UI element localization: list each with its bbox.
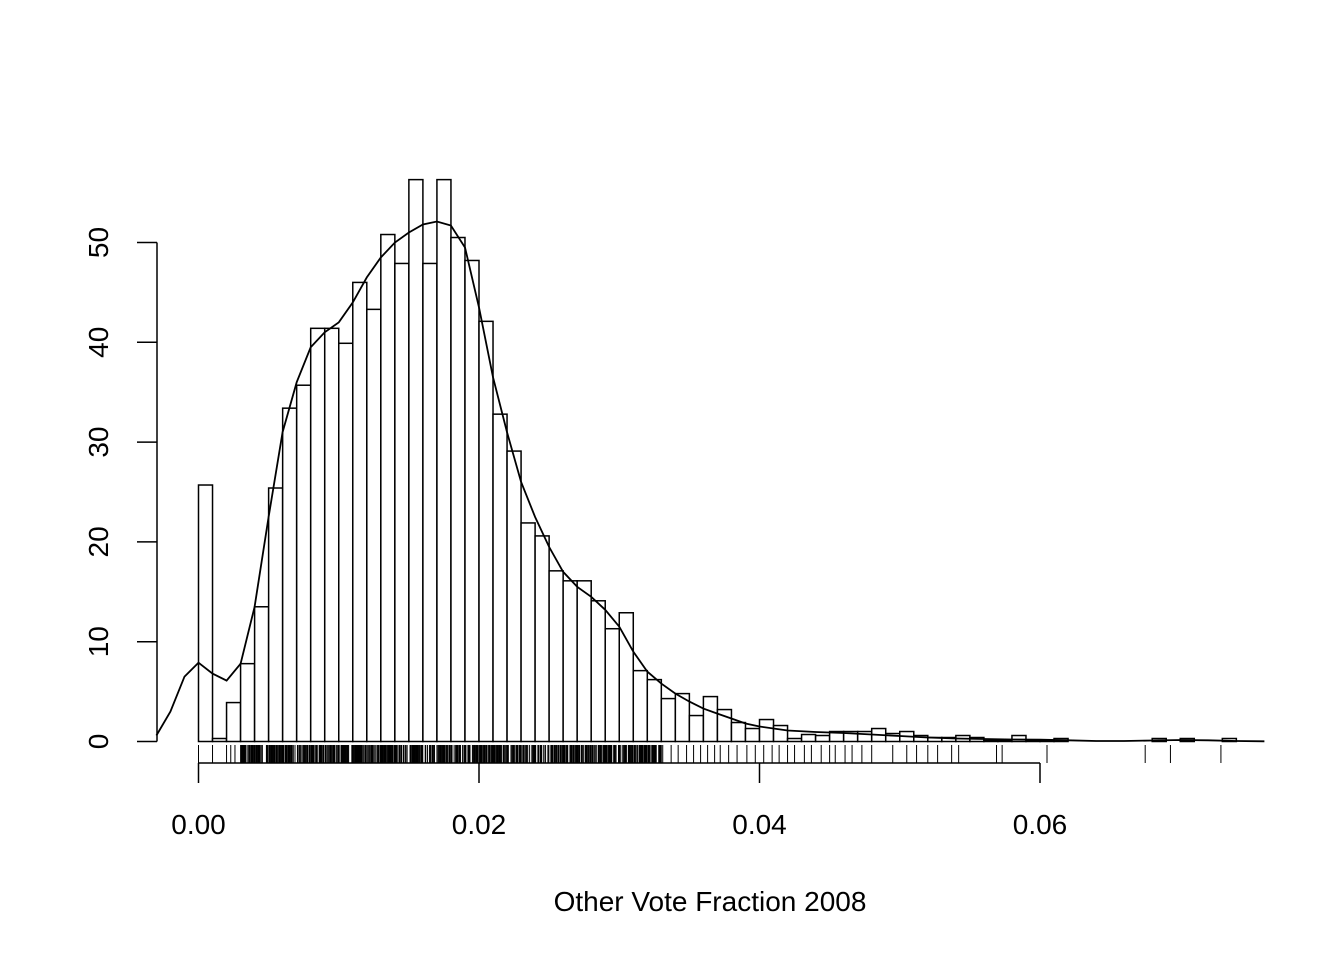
histogram-bar xyxy=(478,320,494,743)
histogram-bar xyxy=(506,450,522,743)
histogram-bars xyxy=(197,178,1238,743)
x-axis: 0.00 0.02 0.04 0.06 xyxy=(171,762,1068,840)
histogram-bar xyxy=(576,580,592,743)
histogram-bar xyxy=(197,484,214,743)
rug-marks xyxy=(198,745,1222,763)
histogram-bar xyxy=(492,413,508,743)
histogram-bar xyxy=(758,718,775,743)
histogram-bar xyxy=(730,721,747,743)
density-curve xyxy=(155,220,1265,743)
histogram-bar xyxy=(366,308,382,743)
histogram-bar xyxy=(660,697,677,743)
histogram-bar xyxy=(408,178,424,743)
y-axis: 0 10 20 30 40 50 xyxy=(83,227,158,750)
histogram-bar xyxy=(380,233,396,743)
y-tick-label: 40 xyxy=(83,327,114,358)
histogram-bar xyxy=(352,281,368,743)
histogram-bar xyxy=(239,662,256,743)
histogram-bar xyxy=(295,384,312,743)
histogram-bar xyxy=(814,734,831,743)
histogram-bar xyxy=(225,701,242,743)
histogram-bar xyxy=(800,733,817,743)
y-tick-label: 30 xyxy=(83,427,114,458)
histogram-bar xyxy=(267,487,284,743)
histogram-bar xyxy=(562,580,578,743)
histogram-bar xyxy=(997,739,1013,743)
histogram-bar xyxy=(394,262,410,743)
histogram-bar xyxy=(604,627,620,743)
histogram-bar xyxy=(422,262,438,743)
y-tick-label: 0 xyxy=(83,734,114,750)
histogram-bar xyxy=(702,695,719,743)
y-tick-label: 10 xyxy=(83,626,114,657)
histogram-bar xyxy=(309,327,326,743)
x-axis-label: Other Vote Fraction 2008 xyxy=(554,886,867,917)
histogram-bar xyxy=(646,678,663,743)
histogram-bar xyxy=(688,714,705,743)
y-tick-label: 50 xyxy=(83,227,114,258)
histogram-bar xyxy=(590,600,606,743)
histogram-bar xyxy=(338,342,354,743)
histogram-bar xyxy=(983,739,999,743)
x-tick-label: 0.04 xyxy=(732,809,787,840)
histogram-bar xyxy=(548,570,564,743)
y-tick-label: 20 xyxy=(83,526,114,557)
histogram-bar xyxy=(534,535,550,743)
x-tick-label: 0.06 xyxy=(1013,809,1068,840)
histogram-bar xyxy=(323,327,340,743)
histogram-bar xyxy=(436,178,452,743)
histogram-bar xyxy=(253,606,270,743)
histogram-bar xyxy=(744,727,761,743)
histogram-bar xyxy=(1011,734,1027,743)
histogram-bar xyxy=(450,236,466,743)
histogram-bar xyxy=(786,737,803,743)
histogram-bar xyxy=(520,522,536,743)
histogram-bar xyxy=(281,407,298,743)
x-tick-label: 0.00 xyxy=(171,809,226,840)
histogram-bar xyxy=(632,669,649,743)
histogram-bar xyxy=(464,259,480,743)
histogram-bar xyxy=(211,737,228,743)
x-tick-label: 0.02 xyxy=(452,809,507,840)
histogram-bar xyxy=(1025,739,1041,743)
